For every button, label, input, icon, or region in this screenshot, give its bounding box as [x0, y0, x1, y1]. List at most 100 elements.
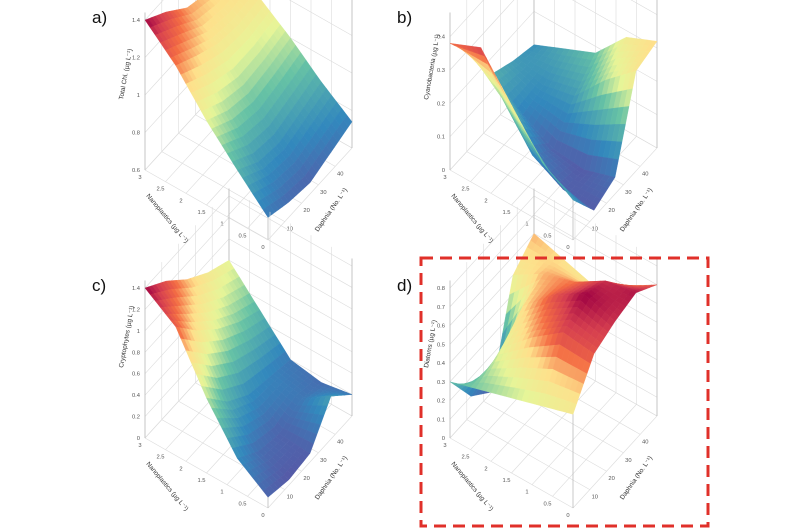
daphnia-tick-label: 30 [625, 190, 631, 196]
panel-letter: b) [397, 8, 412, 27]
z-tick-label: 0.3 [437, 68, 445, 74]
surface [144, 0, 353, 218]
nanoplastics-tick-label: 3 [443, 443, 446, 449]
z-tick-label: 1 [137, 329, 140, 335]
panel-letter: c) [92, 276, 106, 295]
gridline [449, 437, 574, 509]
z-tick-label: 0.3 [437, 380, 445, 386]
surface [449, 36, 658, 211]
daphnia-tick-label: 10 [287, 227, 293, 233]
daphnia-tick-label: 20 [608, 208, 614, 214]
gridline [511, 380, 596, 474]
panel-d: 00.10.20.30.40.50.60.70.800.511.522.5310… [397, 188, 658, 519]
nanoplastics-tick-label: 2 [179, 466, 182, 472]
nanoplastics-tick-label: 0 [566, 513, 569, 519]
daphnia-tick-label: 20 [608, 476, 614, 482]
nanoplastics-tick-label: 0.5 [543, 233, 551, 239]
gridline [572, 415, 658, 509]
surface-cell [245, 0, 250, 2]
z-axis-title: Cryptophytes (µg L⁻¹) [118, 305, 136, 368]
gridline [552, 404, 637, 497]
daphnia-tick-label: 30 [625, 458, 631, 464]
gridline [144, 195, 353, 289]
z-tick-label: 0.6 [437, 324, 445, 330]
nanoplastics-tick-label: 1.5 [502, 478, 510, 484]
z-tick-label: 1.2 [132, 56, 140, 62]
nanoplastics-tick-label: 0 [261, 245, 264, 251]
z-tick-label: 0.4 [437, 35, 446, 41]
z-tick-label: 0.6 [132, 168, 140, 174]
z-axis-title: Total Chl. (µg L⁻¹) [118, 48, 134, 100]
gridline [144, 169, 269, 241]
surface-cell [567, 193, 577, 202]
nanoplastics-tick-label: 0.5 [543, 501, 551, 507]
z-tick-label: 0 [442, 168, 445, 174]
nanoplastics-tick-label: 2.5 [461, 455, 469, 461]
nanoplastics-tick-label: 1 [525, 490, 528, 496]
panel-letter: a) [92, 8, 107, 27]
z-tick-label: 0.7 [437, 305, 445, 311]
nanoplastics-tick-label: 1 [220, 490, 223, 496]
gridline [267, 415, 353, 509]
nanoplastics-tick-label: 1 [525, 222, 528, 228]
surface-cell [262, 206, 272, 218]
nanoplastics-axis-title: Nanoplastics (µg L⁻¹) [449, 193, 494, 245]
nanoplastics-tick-label: 1.5 [502, 210, 510, 216]
gridline [483, 400, 607, 472]
z-tick-label: 0.8 [437, 286, 445, 292]
nanoplastics-tick-label: 0.5 [238, 233, 246, 239]
nanoplastics-tick-label: 2 [179, 198, 182, 204]
panel-letter: d) [397, 276, 412, 295]
nanoplastics-axis-title: Nanoplastics (µg L⁻¹) [144, 461, 189, 513]
z-tick-label: 1.2 [132, 307, 140, 313]
gridline [466, 419, 590, 490]
surface-cell [253, 0, 259, 3]
gridline [572, 147, 658, 241]
z-tick-label: 0.8 [132, 350, 140, 356]
surface [144, 260, 353, 498]
panel-b: 00.10.20.30.400.511.522.5310203040b)Cyan… [397, 0, 658, 251]
nanoplastics-tick-label: 2.5 [156, 455, 164, 461]
nanoplastics-axis-title: Nanoplastics (µg L⁻¹) [449, 461, 494, 513]
daphnia-tick-label: 10 [287, 495, 293, 501]
z-tick-label: 1.4 [132, 286, 141, 292]
nanoplastics-tick-label: 3 [138, 443, 141, 449]
z-tick-label: 1.4 [132, 18, 141, 24]
z-tick-label: 0.1 [437, 417, 445, 423]
gridline [267, 147, 353, 241]
daphnia-tick-label: 10 [592, 227, 598, 233]
nanoplastics-tick-label: 3 [138, 175, 141, 181]
daphnia-tick-label: 20 [303, 476, 309, 482]
daphnia-tick-label: 40 [642, 171, 648, 177]
z-tick-label: 0.6 [132, 372, 140, 378]
surface [449, 233, 658, 415]
z-tick-label: 0.4 [132, 393, 141, 399]
daphnia-tick-label: 30 [320, 190, 326, 196]
nanoplastics-tick-label: 1.5 [197, 210, 205, 216]
surface-cell [262, 487, 272, 498]
daphnia-tick-label: 40 [337, 439, 343, 445]
gridline [449, 169, 574, 241]
daphnia-tick-label: 20 [303, 208, 309, 214]
nanoplastics-tick-label: 2 [484, 466, 487, 472]
z-tick-label: 0.5 [437, 342, 445, 348]
highlight-box [419, 256, 710, 528]
panel-a: 0.60.811.21.400.511.522.5310203040a)Tota… [92, 0, 353, 251]
gridline [531, 392, 617, 485]
nanoplastics-tick-label: 2.5 [461, 187, 469, 193]
nanoplastics-tick-label: 2 [484, 198, 487, 204]
z-tick-label: 0 [137, 436, 140, 442]
z-tick-label: 0.4 [437, 361, 446, 367]
daphnia-tick-label: 30 [320, 458, 326, 464]
daphnia-tick-label: 40 [642, 439, 648, 445]
nanoplastics-tick-label: 1.5 [197, 478, 205, 484]
z-tick-label: 0 [442, 436, 445, 442]
gridline [449, 0, 658, 37]
nanoplastics-tick-label: 0.5 [238, 501, 246, 507]
z-tick-label: 0.1 [437, 135, 445, 141]
nanoplastics-tick-label: 3 [443, 175, 446, 181]
daphnia-tick-label: 40 [337, 171, 343, 177]
gridline [144, 437, 269, 509]
nanoplastics-tick-label: 2.5 [156, 187, 164, 193]
